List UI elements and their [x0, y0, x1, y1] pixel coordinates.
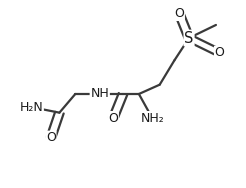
Text: NH: NH	[90, 87, 109, 101]
Text: H₂N: H₂N	[19, 101, 43, 114]
Text: S: S	[184, 30, 194, 45]
Text: O: O	[108, 112, 118, 125]
Text: O: O	[46, 131, 56, 144]
Text: O: O	[174, 7, 184, 20]
Text: O: O	[215, 46, 225, 59]
Text: NH₂: NH₂	[140, 112, 164, 125]
